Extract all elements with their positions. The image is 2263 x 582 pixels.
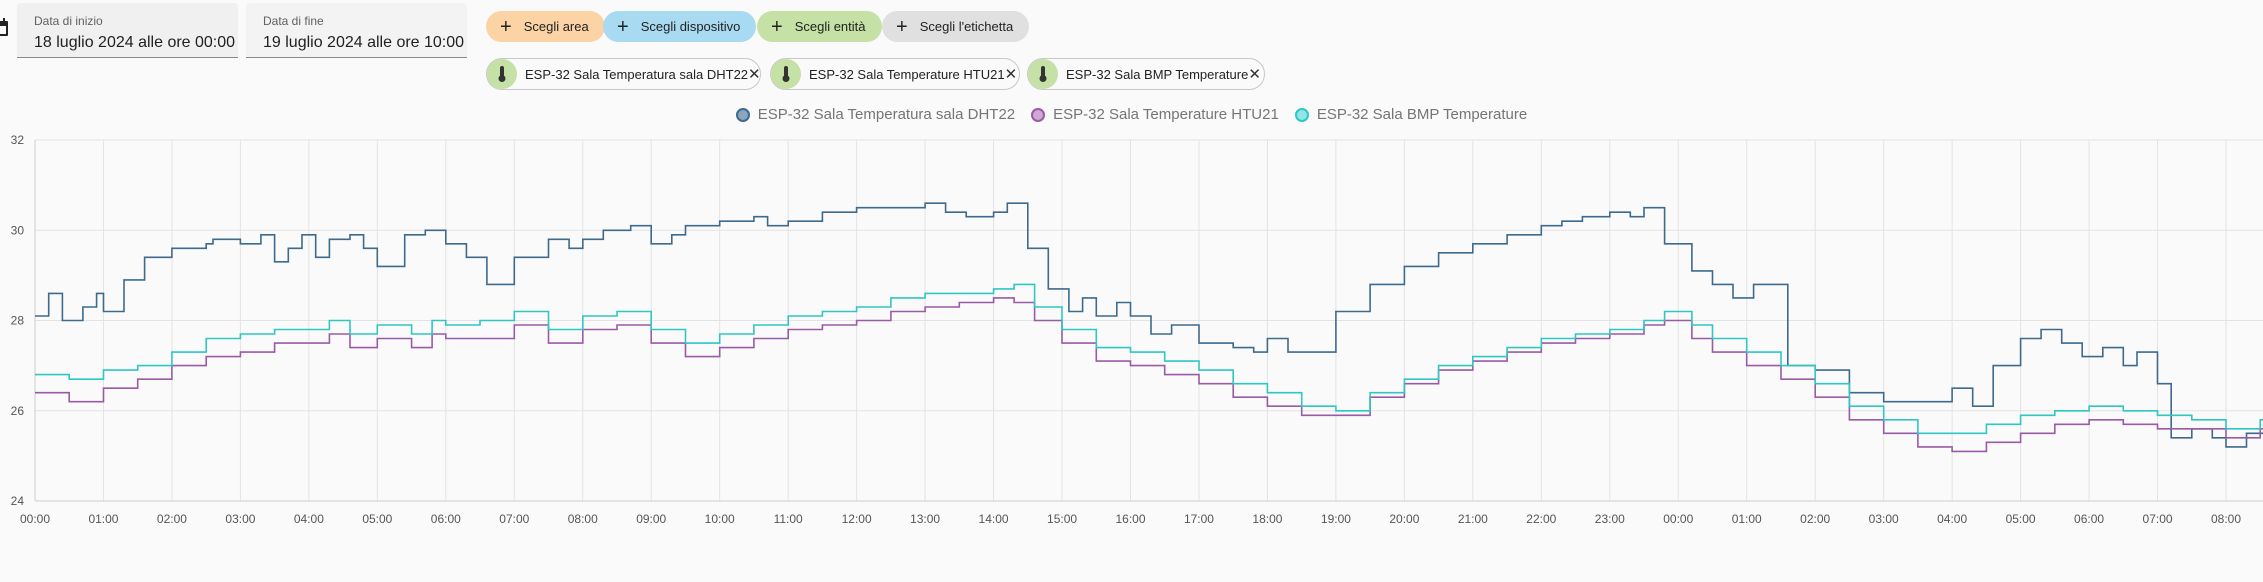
choose-label-label: Scegli l'etichetta <box>919 19 1014 34</box>
end-date-field[interactable]: Data di fine 19 luglio 2024 alle ore 10:… <box>246 3 467 58</box>
x-tick-label: 17:00 <box>1184 512 1214 526</box>
choose-area-button[interactable]: + Scegli area <box>486 11 605 42</box>
x-tick-label: 22:00 <box>1526 512 1556 526</box>
end-date-label: Data di fine <box>263 14 324 28</box>
legend-item-bmp[interactable]: ESP-32 Sala BMP Temperature <box>1294 106 1528 123</box>
x-tick-label: 04:00 <box>294 512 324 526</box>
entity-chip-label: ESP-32 Sala Temperature HTU21 <box>809 66 1005 82</box>
choose-entity-button[interactable]: + Scegli entità <box>757 11 882 42</box>
y-tick-label: 28 <box>11 314 25 328</box>
x-tick-label: 06:00 <box>431 512 461 526</box>
x-tick-label: 20:00 <box>1389 512 1419 526</box>
series-line-bmp <box>35 283 2263 435</box>
x-tick-label: 05:00 <box>362 512 392 526</box>
x-tick-label: 05:00 <box>2006 512 2036 526</box>
entity-chip-label: ESP-32 Sala BMP Temperature <box>1066 66 1249 82</box>
x-tick-label: 04:00 <box>1937 512 1967 526</box>
x-tick-label: 09:00 <box>636 512 666 526</box>
plus-icon: + <box>500 15 512 38</box>
x-tick-label: 08:00 <box>568 512 598 526</box>
choose-area-label: Scegli area <box>523 19 589 34</box>
entity-chip-bmp[interactable]: ESP-32 Sala BMP Temperature ✕ <box>1027 58 1265 90</box>
remove-chip-close-icon[interactable]: ✕ <box>748 66 761 83</box>
y-tick-label: 30 <box>11 223 25 237</box>
chart-legend: ESP-32 Sala Temperatura sala DHT22 ESP-3… <box>0 106 2263 123</box>
start-date-value: 18 luglio 2024 alle ore 00:00 <box>34 34 236 51</box>
x-tick-label: 08:00 <box>2211 512 2241 526</box>
x-tick-label: 07:00 <box>2143 512 2173 526</box>
choose-device-button[interactable]: + Scegli dispositivo <box>603 11 757 42</box>
x-tick-label: 10:00 <box>705 512 735 526</box>
x-tick-label: 13:00 <box>910 512 940 526</box>
start-date-label: Data di inizio <box>34 14 103 28</box>
calendar-icon[interactable] <box>0 18 8 36</box>
x-tick-label: 03:00 <box>225 512 255 526</box>
legend-item-dht22[interactable]: ESP-32 Sala Temperatura sala DHT22 <box>735 106 1016 123</box>
thermometer-icon <box>487 59 517 89</box>
plus-icon: + <box>617 15 629 38</box>
x-tick-label: 14:00 <box>979 512 1009 526</box>
start-date-field[interactable]: Data di inizio 18 luglio 2024 alle ore 0… <box>17 3 238 58</box>
x-tick-label: 15:00 <box>1047 512 1077 526</box>
entity-chip-dht22[interactable]: ESP-32 Sala Temperatura sala DHT22 ✕ <box>486 58 761 90</box>
legend-label: ESP-32 Sala Temperature HTU21 <box>1053 106 1279 123</box>
x-tick-label: 18:00 <box>1252 512 1282 526</box>
remove-chip-close-icon[interactable]: ✕ <box>1248 66 1261 83</box>
x-tick-label: 00:00 <box>20 512 50 526</box>
thermometer-icon <box>771 59 801 89</box>
y-tick-label: 32 <box>11 133 25 147</box>
choose-device-label: Scegli dispositivo <box>640 19 741 34</box>
x-tick-label: 11:00 <box>774 512 803 526</box>
remove-chip-close-icon[interactable]: ✕ <box>1004 66 1018 83</box>
y-tick-label: 24 <box>11 494 25 508</box>
x-tick-label: 23:00 <box>1595 512 1625 526</box>
x-tick-label: 07:00 <box>499 512 529 526</box>
legend-label: ESP-32 Sala Temperatura sala DHT22 <box>757 106 1016 123</box>
x-tick-label: 01:00 <box>88 512 118 526</box>
legend-swatch <box>735 107 750 122</box>
plus-icon: + <box>771 15 783 38</box>
x-tick-label: 00:00 <box>1663 512 1693 526</box>
x-tick-label: 19:00 <box>1321 512 1351 526</box>
x-tick-label: 02:00 <box>157 512 187 526</box>
y-tick-label: 26 <box>11 404 25 418</box>
plus-icon: + <box>896 15 908 38</box>
choose-entity-label: Scegli entità <box>794 19 866 34</box>
legend-swatch <box>1031 107 1046 122</box>
entity-chip-htu21[interactable]: ESP-32 Sala Temperature HTU21 ✕ <box>770 58 1020 90</box>
x-tick-label: 16:00 <box>1115 512 1145 526</box>
end-date-value: 19 luglio 2024 alle ore 10:00 <box>263 34 465 51</box>
x-tick-label: 06:00 <box>2074 512 2104 526</box>
legend-swatch <box>1294 107 1309 122</box>
series-line-htu21 <box>35 297 2263 453</box>
entity-chip-label: ESP-32 Sala Temperatura sala DHT22 <box>525 66 749 82</box>
x-tick-label: 21:00 <box>1458 512 1488 526</box>
x-tick-label: 03:00 <box>1869 512 1899 526</box>
x-tick-label: 12:00 <box>842 512 872 526</box>
choose-label-button[interactable]: + Scegli l'etichetta <box>882 11 1030 42</box>
x-tick-label: 02:00 <box>1800 512 1830 526</box>
legend-label: ESP-32 Sala BMP Temperature <box>1316 106 1528 123</box>
x-tick-label: 01:00 <box>1732 512 1762 526</box>
thermometer-icon <box>1028 59 1058 89</box>
legend-item-htu21[interactable]: ESP-32 Sala Temperature HTU21 <box>1031 106 1279 123</box>
series-line-dht22 <box>35 202 2263 448</box>
